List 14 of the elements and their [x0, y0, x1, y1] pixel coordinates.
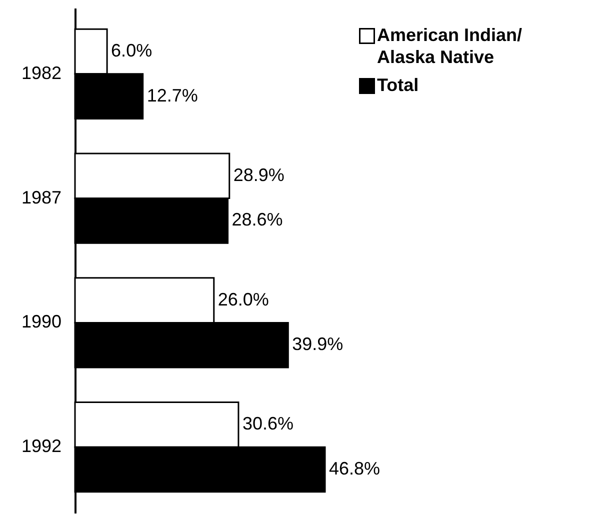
- data-label: 46.8%: [329, 458, 380, 478]
- data-label: 39.9%: [292, 334, 344, 354]
- data-label: 12.7%: [146, 85, 198, 106]
- data-label: 28.9%: [233, 164, 284, 185]
- y-tick-label: 1987: [21, 187, 62, 208]
- y-tick-label: 1992: [21, 436, 62, 456]
- legend-label: Total: [377, 75, 419, 95]
- data-label: 26.0%: [218, 289, 269, 310]
- y-tick-label: 1982: [21, 62, 62, 83]
- y-tick-label: 1990: [21, 312, 62, 332]
- data-label: 6.0%: [111, 40, 152, 61]
- data-label: 30.6%: [242, 414, 294, 434]
- legend-label: American Indian/ Alaska Native: [377, 25, 522, 67]
- data-label: 28.6%: [232, 210, 283, 230]
